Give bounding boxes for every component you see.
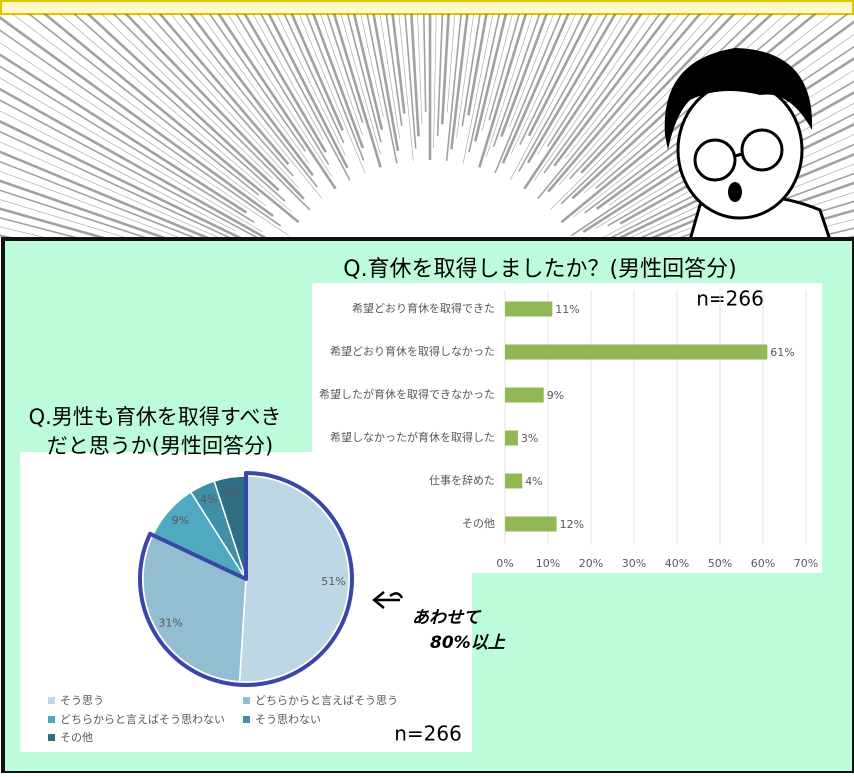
legend-swatch <box>48 716 55 723</box>
data-label: 9% <box>547 389 564 402</box>
legend-label: そう思わない <box>255 713 321 726</box>
legend-swatch <box>243 697 250 704</box>
x-tick-label: 30% <box>622 557 646 570</box>
x-tick-label: 0% <box>496 557 513 570</box>
category-label: その他 <box>462 517 495 530</box>
x-tick-label: 60% <box>751 557 775 570</box>
data-label: 9% <box>172 514 189 527</box>
data-label: 4% <box>525 475 542 488</box>
chart-title: Q.育休を取得しましたか？(男性回答分) <box>343 257 736 282</box>
category-label: 希望どおり育休を取得できた <box>352 301 495 315</box>
x-tick-label: 40% <box>665 557 689 570</box>
bar <box>505 388 544 403</box>
data-label: 3% <box>521 432 538 445</box>
data-label: 11% <box>555 303 579 316</box>
legend-swatch <box>48 697 55 704</box>
x-tick-label: 70% <box>794 557 818 570</box>
data-label: 12% <box>560 518 584 531</box>
category-label: 希望しなかったが育休を取得した <box>330 430 495 444</box>
chart-title: だと思うか(男性回答分) <box>47 434 273 458</box>
data-label: 4% <box>200 493 217 506</box>
legend-swatch <box>48 734 55 741</box>
bar <box>505 345 767 360</box>
x-tick-label: 50% <box>708 557 732 570</box>
data-label: 31% <box>158 617 182 630</box>
category-label: 希望したが育休を取得できなかった <box>319 387 495 401</box>
bar <box>505 517 557 532</box>
data-label: 61% <box>770 346 794 359</box>
sample-size: n=266 <box>394 722 462 746</box>
legend-label: そう思う <box>60 694 104 707</box>
legend-swatch <box>243 716 250 723</box>
bar <box>505 431 518 446</box>
data-label: 5% <box>224 486 241 499</box>
legend-label: どちらからと言えばそう思わない <box>60 713 225 726</box>
x-tick-label: 10% <box>536 557 560 570</box>
category-label: 希望どおり育休を取得しなかった <box>330 344 495 358</box>
chart-title: Q.男性も育休を取得すべき <box>29 405 282 429</box>
bar <box>505 474 522 489</box>
sample-size: n=266 <box>696 287 764 311</box>
page: Q.育休を取得しましたか？(男性回答分) n=266 Q.男性も育休を取得すべき… <box>0 0 854 773</box>
bar <box>505 302 552 317</box>
legend-label: その他 <box>60 731 93 744</box>
annotation: あわせて <box>412 608 482 628</box>
top-strip <box>1 1 853 14</box>
data-label: 51% <box>321 575 345 588</box>
legend-label: どちらからと言えばそう思う <box>255 694 398 707</box>
x-tick-label: 20% <box>579 557 603 570</box>
category-label: 仕事を辞めた <box>429 473 495 487</box>
annotation: 80%以上 <box>430 633 506 653</box>
